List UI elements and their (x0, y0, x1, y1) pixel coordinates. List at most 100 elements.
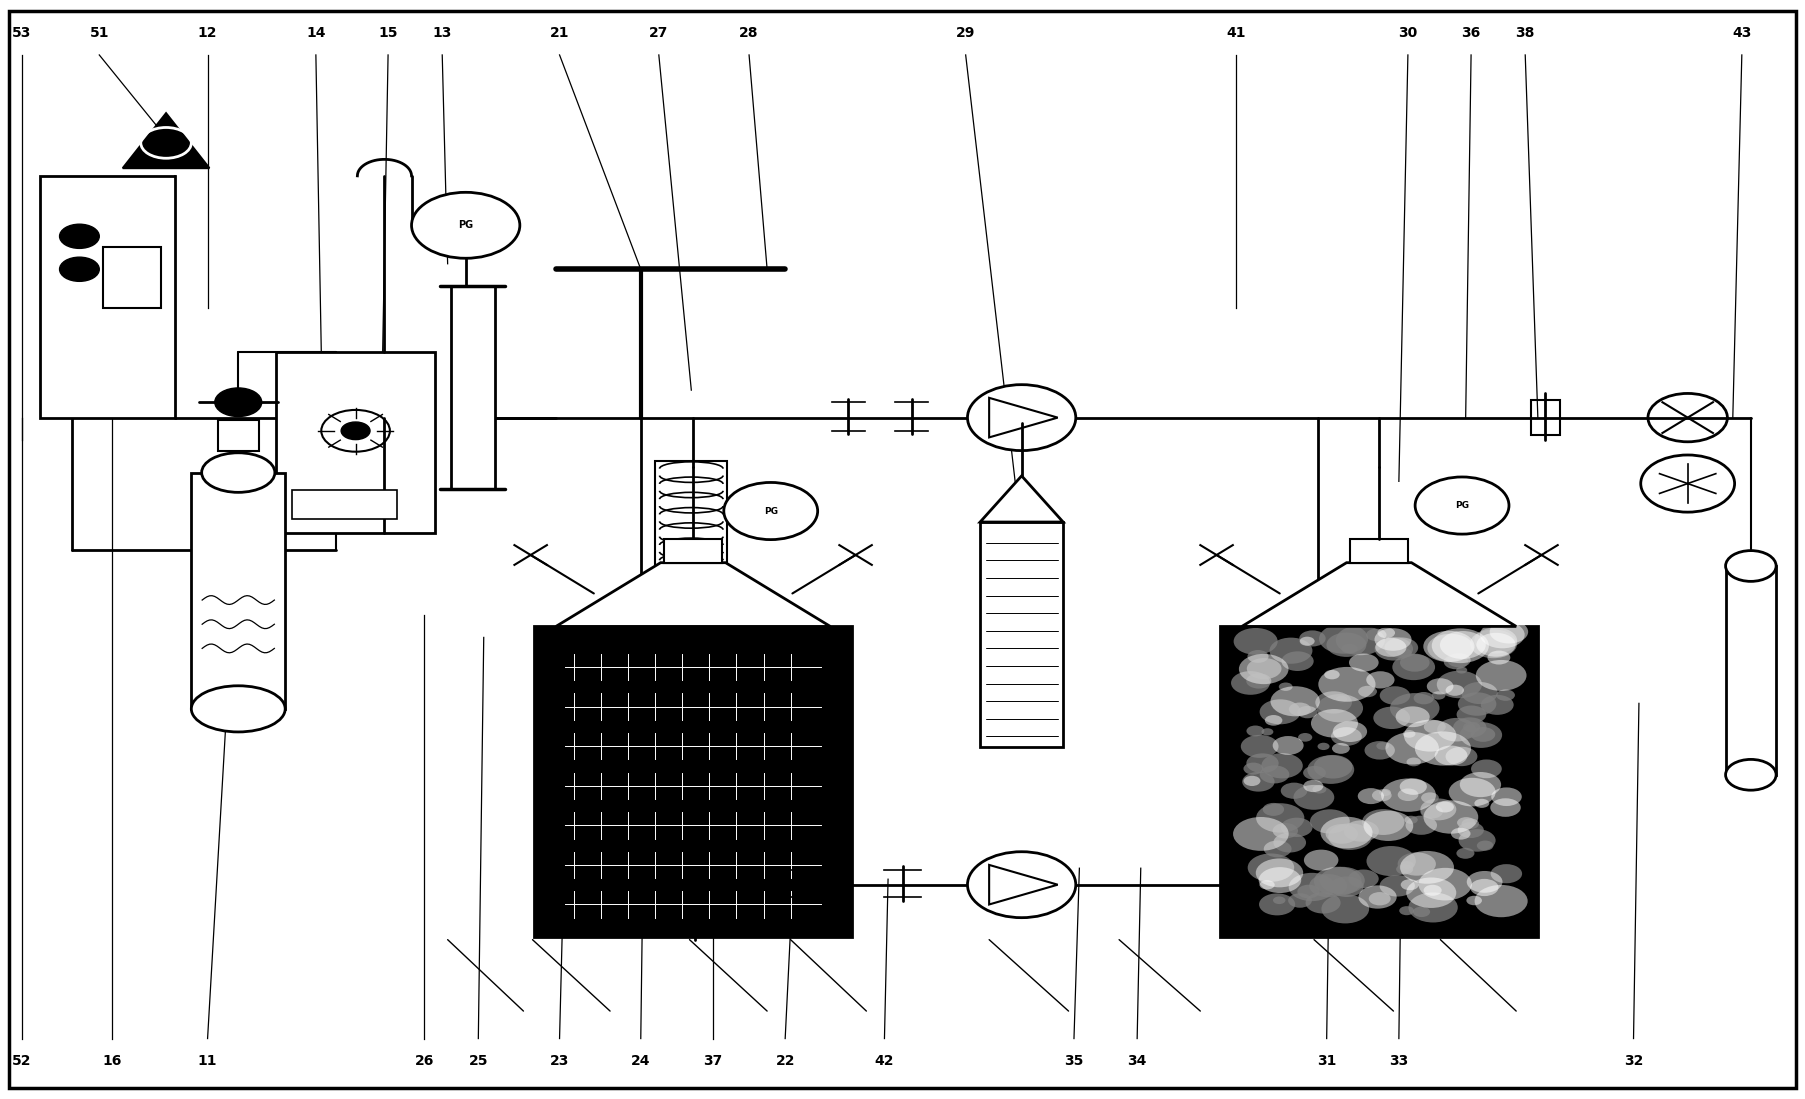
Circle shape (1379, 686, 1410, 704)
Circle shape (1319, 867, 1365, 895)
Circle shape (1457, 706, 1486, 723)
Circle shape (1437, 670, 1482, 698)
Circle shape (1300, 636, 1314, 646)
Circle shape (1374, 629, 1412, 651)
Circle shape (1395, 864, 1413, 875)
Circle shape (1316, 691, 1352, 713)
Circle shape (1245, 674, 1271, 689)
Text: 26: 26 (415, 1054, 433, 1067)
Circle shape (215, 388, 262, 417)
Circle shape (1395, 707, 1430, 728)
Circle shape (1264, 841, 1292, 857)
Bar (292, 490, 397, 519)
Circle shape (1415, 732, 1471, 766)
Circle shape (1475, 799, 1489, 808)
Circle shape (1269, 637, 1312, 664)
Circle shape (1431, 691, 1446, 700)
Circle shape (1431, 629, 1489, 663)
Circle shape (1298, 733, 1312, 742)
Circle shape (1424, 720, 1446, 733)
Circle shape (1327, 633, 1366, 657)
Ellipse shape (1726, 551, 1776, 581)
Circle shape (1314, 867, 1361, 896)
Circle shape (1421, 792, 1439, 803)
Circle shape (1397, 853, 1437, 876)
Bar (1531, 400, 1560, 435)
Circle shape (1357, 686, 1377, 697)
Circle shape (1402, 730, 1415, 737)
Circle shape (1446, 685, 1464, 696)
Circle shape (1401, 879, 1419, 890)
Circle shape (1245, 753, 1278, 773)
Circle shape (1449, 778, 1496, 807)
Circle shape (1271, 686, 1319, 717)
Circle shape (1471, 728, 1495, 742)
Text: 41: 41 (1227, 26, 1245, 40)
Text: 22: 22 (776, 1054, 794, 1067)
Circle shape (1460, 722, 1502, 748)
Circle shape (1381, 778, 1437, 812)
Circle shape (1330, 876, 1363, 897)
Circle shape (60, 224, 99, 248)
Circle shape (1294, 785, 1334, 810)
Circle shape (1458, 829, 1496, 852)
Text: 13: 13 (433, 26, 451, 40)
Text: 38: 38 (1516, 26, 1534, 40)
Circle shape (1460, 771, 1502, 797)
Circle shape (1480, 621, 1525, 648)
Text: 23: 23 (551, 1054, 569, 1067)
Circle shape (1242, 771, 1274, 791)
Circle shape (1231, 671, 1271, 695)
Circle shape (1256, 858, 1303, 887)
Text: 24: 24 (632, 1054, 650, 1067)
Circle shape (1435, 801, 1453, 812)
Bar (664, 539, 722, 563)
Circle shape (1310, 709, 1357, 737)
Circle shape (1289, 893, 1312, 908)
Text: 34: 34 (1128, 1054, 1146, 1067)
Circle shape (1282, 818, 1312, 837)
Circle shape (1282, 782, 1307, 799)
Circle shape (1404, 720, 1457, 752)
Circle shape (1401, 851, 1455, 884)
Circle shape (1278, 682, 1292, 691)
Circle shape (1343, 820, 1379, 842)
Circle shape (1363, 809, 1404, 835)
Text: 25: 25 (469, 1054, 487, 1067)
Circle shape (1372, 789, 1392, 801)
Circle shape (1437, 718, 1476, 742)
Circle shape (1426, 678, 1453, 695)
Circle shape (1247, 725, 1264, 736)
Text: 14: 14 (307, 26, 325, 40)
Circle shape (1384, 637, 1419, 658)
Circle shape (1282, 652, 1314, 671)
Circle shape (1318, 743, 1330, 750)
Circle shape (1310, 809, 1350, 833)
Text: 15: 15 (379, 26, 397, 40)
Bar (451, 286, 495, 489)
Circle shape (1401, 654, 1430, 671)
Circle shape (1366, 846, 1415, 876)
Circle shape (1233, 817, 1289, 851)
Text: 12: 12 (199, 26, 217, 40)
Circle shape (1457, 818, 1475, 829)
Circle shape (1462, 682, 1498, 704)
Circle shape (1406, 877, 1457, 908)
Circle shape (1440, 631, 1486, 659)
Circle shape (1341, 644, 1357, 654)
Circle shape (1321, 895, 1370, 923)
Circle shape (1300, 631, 1325, 646)
Circle shape (1325, 824, 1357, 844)
Text: 51: 51 (90, 26, 108, 40)
Circle shape (1273, 897, 1285, 904)
Circle shape (1392, 654, 1435, 680)
Text: 29: 29 (957, 26, 975, 40)
Circle shape (1471, 759, 1502, 778)
Circle shape (1289, 873, 1336, 901)
Circle shape (1648, 393, 1727, 442)
Circle shape (1444, 655, 1467, 669)
Circle shape (1305, 892, 1341, 913)
Circle shape (1273, 833, 1307, 853)
Circle shape (1262, 729, 1273, 735)
Bar (1350, 539, 1408, 563)
